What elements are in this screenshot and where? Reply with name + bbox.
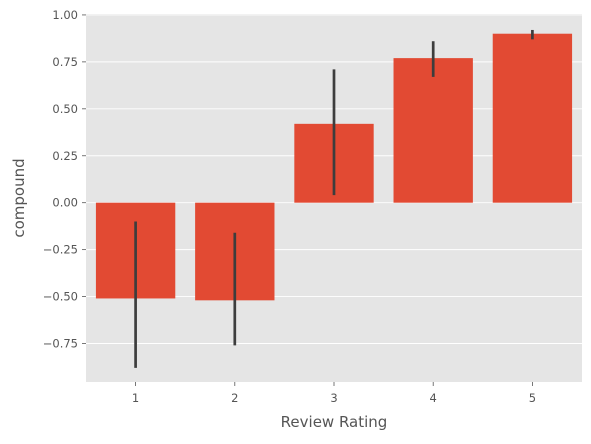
y-tick-label: −0.50 (43, 290, 78, 304)
y-tick-label: 1.00 (52, 8, 78, 22)
y-tick-label: 0.75 (52, 55, 78, 69)
x-axis-label: Review Rating (281, 413, 388, 431)
bar-rating-4 (393, 58, 473, 203)
x-tick-layer: 1 2 3 4 5 (132, 382, 536, 405)
x-tick-label: 4 (430, 391, 437, 405)
y-tick-label: 0.50 (52, 102, 78, 116)
y-tick-label: −0.75 (43, 337, 78, 351)
y-tick-label: 0.25 (52, 149, 78, 163)
y-tick-label: 0.00 (52, 196, 78, 210)
y-axis-label: compound (10, 158, 28, 237)
y-tick-layer: −0.75 −0.50 −0.25 0.00 0.25 0.50 0.75 1.00 (43, 8, 86, 351)
bar-rating-5 (492, 33, 573, 203)
y-tick-label: −0.25 (43, 243, 78, 257)
x-tick-label: 1 (132, 391, 139, 405)
x-tick-label: 5 (529, 391, 536, 405)
x-tick-label: 2 (231, 391, 238, 405)
errorbar-layer (134, 29, 534, 368)
x-tick-label: 3 (330, 391, 337, 405)
